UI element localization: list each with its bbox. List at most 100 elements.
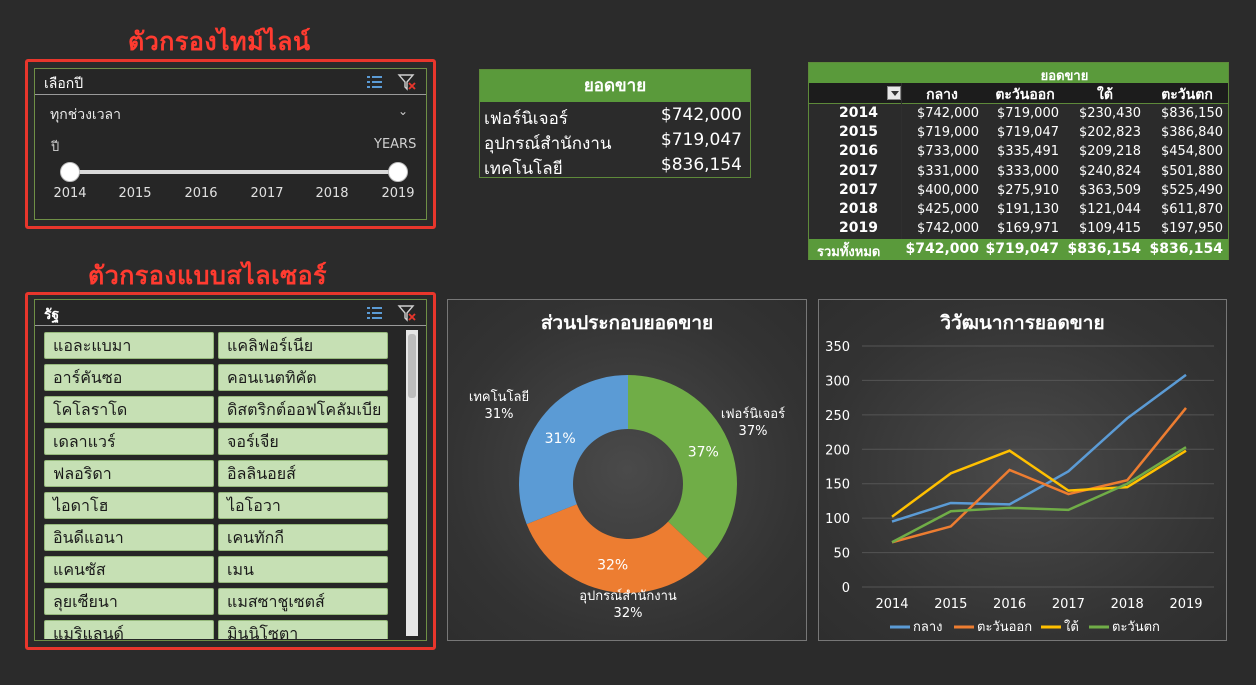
column-header[interactable]: ตะวันออก (995, 87, 1055, 103)
table-cell: $836,150 (1160, 106, 1223, 121)
state-slicer-button[interactable]: เมน (218, 556, 388, 583)
table-cell: $719,047 (996, 125, 1059, 141)
table-cell: $425,000 (916, 202, 979, 217)
y-tick-label: 300 (825, 374, 850, 389)
range-start-handle[interactable] (60, 162, 80, 182)
state-slicer-button[interactable]: โคโลราโด (44, 396, 214, 423)
legend-label[interactable]: ตะวันออก (977, 620, 1032, 635)
table-cell: $209,218 (1078, 144, 1141, 160)
row-filter-dropdown-icon[interactable] (887, 86, 901, 100)
row-label: เทคโนโลยี (484, 159, 563, 179)
state-slicer-button[interactable]: ดิสตริกต์ออฟโคลัมเบีย (218, 396, 388, 423)
x-tick-label: 2019 (1169, 597, 1202, 612)
year-tick[interactable]: 2015 (118, 186, 152, 201)
donut-slice[interactable] (526, 504, 708, 593)
state-slicer-button[interactable]: อิลลินอยส์ (218, 460, 388, 487)
series-line[interactable] (891, 373, 1187, 523)
timeline-section-title: ตัวกรองไทม์ไลน์ (128, 27, 311, 56)
timeline-panel: เลือกปี ทุกช่วงเวลา ⌄ ปี YEARS 2014 2015… (34, 68, 427, 220)
legend-label[interactable]: ตะวันตก (1112, 620, 1160, 635)
period-dropdown[interactable]: ทุกช่วงเวลา ⌄ (50, 104, 410, 126)
x-tick-label: 2015 (934, 597, 967, 612)
state-slicer-button[interactable]: แคนซัส (44, 556, 214, 583)
state-slicer-title: รัฐ (44, 307, 60, 323)
state-slicer-button[interactable]: อินดีแอนา (44, 524, 214, 551)
state-slicer-button[interactable]: มินนิโซตา (218, 620, 388, 639)
row-year-label: 2014 (839, 105, 878, 121)
sales-composition-chart: ส่วนประกอบยอดขาย 37% เฟอร์นิเจอร์ 37% 32% อุ… (447, 299, 807, 641)
timeline-highlight-frame (25, 59, 436, 229)
state-slicer-button[interactable]: ไอโอวา (218, 492, 388, 519)
column-header[interactable]: ตะวันตก (1161, 87, 1213, 103)
table-cell: $733,000 (916, 144, 979, 160)
state-slicer-button[interactable]: คอนเนตทิคัต (218, 364, 388, 391)
table-cell: $333,000 (996, 163, 1059, 179)
state-slicer-button[interactable]: ไอดาโฮ (44, 492, 214, 519)
year-tick[interactable]: 2016 (184, 186, 218, 201)
chevron-down-icon: ⌄ (397, 104, 408, 118)
range-end-handle[interactable] (388, 162, 408, 182)
year-tick[interactable]: 2017 (250, 186, 284, 201)
table-cell: $400,000 (916, 182, 979, 198)
state-slicer-button[interactable]: แมสซาชูเซตส์ (218, 588, 388, 615)
state-slicer-button[interactable]: เดลาแวร์ (44, 428, 214, 455)
clear-filter-icon[interactable] (397, 73, 417, 91)
donut-slice[interactable] (628, 375, 737, 559)
table-row: อุปกรณ์สำนักงาน $719,047 (480, 128, 750, 154)
x-tick-label: 2014 (875, 597, 908, 612)
slicer-scroll-thumb[interactable] (408, 334, 416, 398)
year-tick[interactable]: 2019 (381, 186, 415, 201)
column-header[interactable]: กลาง (926, 87, 958, 103)
table-cell: $719,000 (916, 125, 979, 141)
series-line[interactable] (891, 407, 1187, 544)
chart-title: ส่วนประกอบยอดขาย (540, 312, 714, 334)
state-slicer-button[interactable]: จอร์เจีย (218, 428, 388, 455)
slice-outer-percent-label: 37% (739, 424, 768, 439)
total-value: $836,154 (1149, 241, 1223, 257)
y-tick-label: 200 (825, 443, 850, 458)
table-cell: $611,870 (1160, 202, 1223, 217)
donut-slice[interactable] (519, 375, 628, 525)
state-slicer-button[interactable]: แมริแลนด์ (44, 620, 214, 639)
slice-percent-label: 37% (688, 444, 719, 460)
clear-filter-icon[interactable] (397, 304, 417, 322)
row-year-label: 2018 (839, 201, 878, 217)
series-line[interactable] (891, 449, 1187, 518)
year-tick[interactable]: 2014 (53, 186, 87, 201)
region-sales-pivot: ยอดขาย กลาง ตะวันออก ใต้ ตะวันตก 2014 $74… (808, 62, 1229, 260)
state-slicer-button[interactable]: ฟลอริดา (44, 460, 214, 487)
timeline-units-label: YEARS (374, 137, 417, 152)
y-tick-label: 0 (842, 581, 850, 596)
chart-title: วิวัฒนาการยอดขาย (940, 312, 1105, 334)
slicer-scrollbar[interactable] (406, 330, 418, 636)
series-line[interactable] (891, 446, 1187, 544)
state-slicer-button[interactable]: แอละแบมา (44, 332, 214, 359)
row-year-label: 2016 (839, 143, 878, 160)
table-cell: $109,415 (1078, 221, 1141, 237)
slice-category-label: อุปกรณ์สำนักงาน (579, 588, 677, 604)
total-value: $742,000 (905, 241, 979, 257)
table-cell: $202,823 (1078, 125, 1141, 141)
column-header[interactable]: ใต้ (1097, 87, 1113, 103)
row-year-label: 2017 (839, 181, 878, 198)
row-value: $719,047 (660, 130, 742, 150)
y-tick-label: 150 (825, 478, 850, 493)
slice-category-label: เฟอร์นิเจอร์ (721, 406, 785, 422)
timeline-range-track[interactable] (70, 170, 398, 174)
state-slicer-button[interactable]: เคนทักกี (218, 524, 388, 551)
table-cell: $275,910 (996, 182, 1059, 198)
state-slicer-button[interactable]: ลุยเซียนา (44, 588, 214, 615)
slice-percent-label: 32% (597, 558, 628, 574)
table-cell: $525,490 (1160, 182, 1223, 198)
multi-select-icon[interactable] (365, 73, 385, 91)
state-slicer-button[interactable]: อาร์คันซอ (44, 364, 214, 391)
total-label: รวมทั้งหมด (817, 245, 881, 260)
slice-percent-label: 31% (545, 431, 576, 447)
legend-label[interactable]: ใต้ (1064, 619, 1079, 635)
sales-evolution-chart: วิวัฒนาการยอดขาย 0 50 100 150 200 250 300 350 20… (818, 299, 1227, 641)
state-slicer-button[interactable]: แคลิฟอร์เนีย (218, 332, 388, 359)
multi-select-icon[interactable] (365, 304, 385, 322)
donut-chart: 37% เฟอร์นิเจอร์ 37% 32% อุปกรณ์สำนักงาน 32% 3… (469, 375, 785, 621)
legend-label[interactable]: กลาง (913, 620, 943, 635)
year-tick[interactable]: 2018 (315, 186, 349, 201)
